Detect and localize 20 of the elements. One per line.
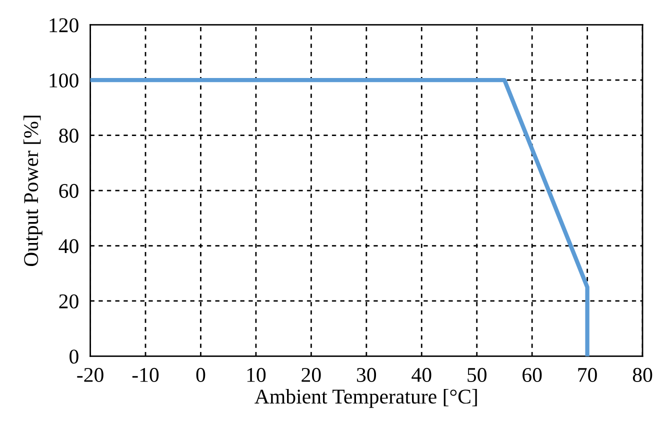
y-tick-label: 80 [59, 128, 78, 143]
x-tick-label: 70 [578, 368, 597, 382]
x-tick-label: 10 [247, 368, 266, 382]
y-tick-label: 60 [59, 184, 78, 198]
x-tick-label: 50 [468, 368, 486, 382]
y-tick-label: 40 [58, 239, 78, 254]
y-axis-title: Output Power [%] [23, 116, 42, 266]
x-tick-label: 0 [196, 368, 206, 382]
y-tick-label: 20 [59, 294, 78, 308]
y-tick-label: 120 [50, 18, 78, 32]
x-tick-label: 40 [412, 368, 432, 382]
y-tick-label: 0 [70, 350, 78, 364]
x-tick-label: 30 [356, 368, 376, 382]
x-tick-label: -20 [77, 368, 104, 382]
x-tick-label: -10 [132, 368, 159, 382]
x-tick-label: 60 [522, 368, 542, 382]
x-axis-title: Ambient Temperature [°C] [254, 388, 477, 408]
y-tick-label: 100 [50, 73, 78, 88]
x-tick-label: 80 [632, 368, 652, 382]
x-tick-label: 20 [302, 368, 321, 382]
